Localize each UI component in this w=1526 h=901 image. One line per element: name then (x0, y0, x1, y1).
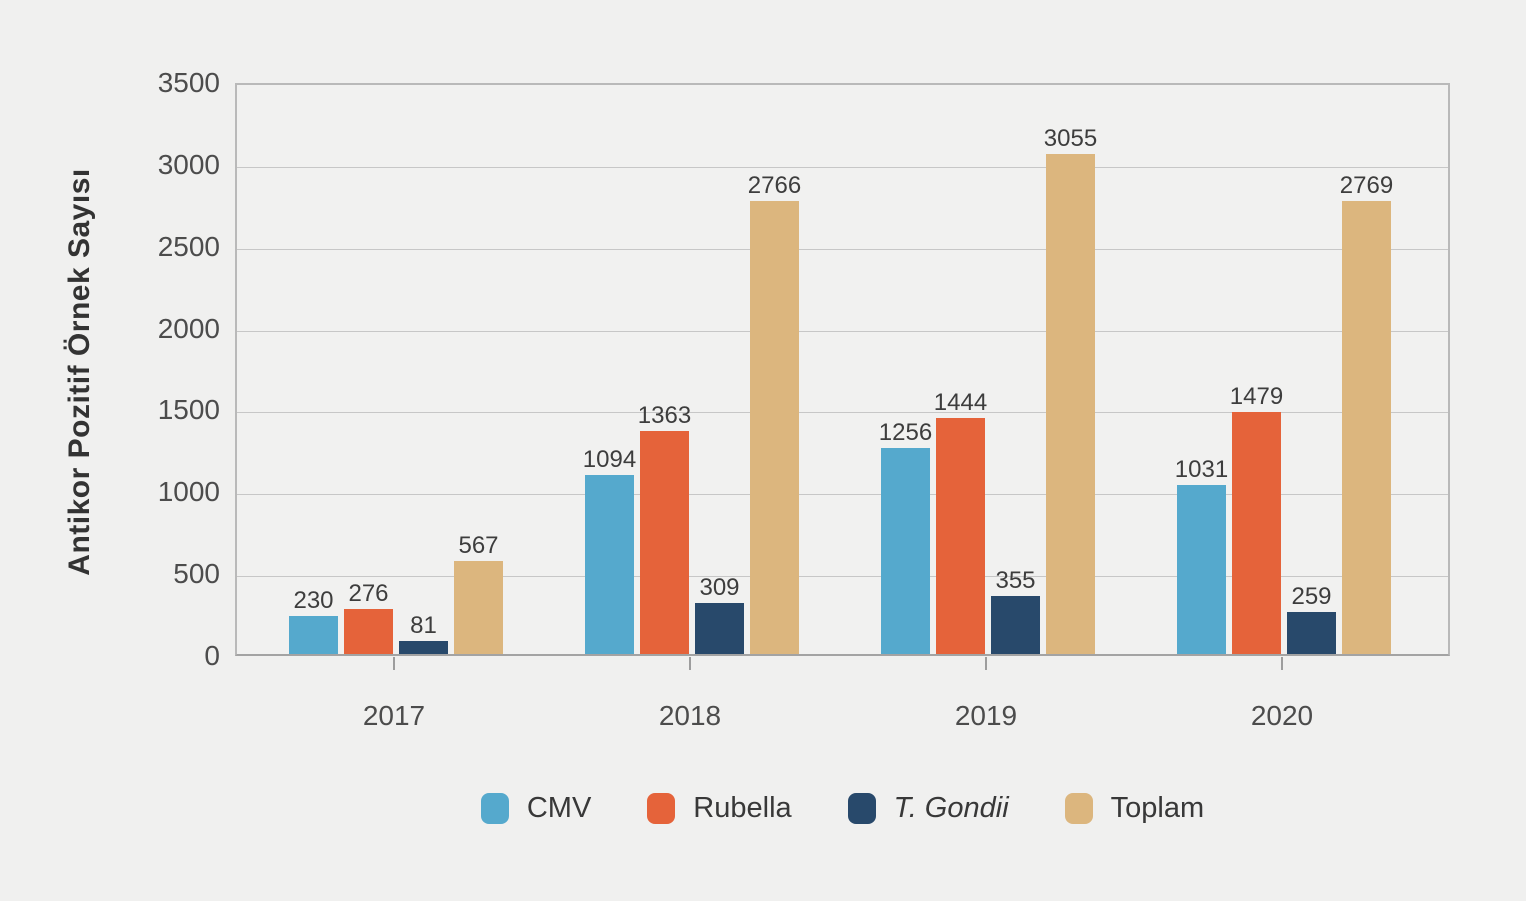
bar-value-label: 567 (458, 532, 499, 560)
y-tick-label-3500: 3500 (157, 67, 220, 98)
gridline-3000 (237, 166, 1448, 168)
bar-toplam-2018 (750, 201, 799, 654)
legend-item-rubella[interactable]: Rubella (647, 792, 792, 825)
bar-cmv-2018 (585, 474, 634, 654)
legend-item-t-gondii[interactable]: T. Gondii (847, 792, 1009, 825)
legend: CMV Rubella T. Gondii Toplam (235, 792, 1450, 825)
bar-rubella-2019 (936, 417, 985, 654)
bar-value-label: 1031 (1174, 456, 1229, 484)
bar-toplam-2020 (1342, 200, 1391, 654)
bar-value-label: 309 (699, 574, 740, 602)
bar-value-label: 1363 (637, 401, 692, 429)
bar-rubella-2020 (1232, 411, 1281, 654)
legend-swatch-icon (647, 793, 676, 824)
y-tick-label-500: 500 (173, 558, 220, 590)
bar-t-gondii-2017 (399, 640, 448, 654)
gridline-1500 (237, 412, 1448, 414)
bar-value-label: 276 (348, 579, 389, 607)
x-tick-label-2017: 2017 (362, 700, 426, 731)
legend-item-toplam[interactable]: Toplam (1064, 792, 1205, 825)
x-tick-mark-2017 (393, 657, 395, 670)
bar-value-label: 2766 (747, 172, 802, 200)
legend-swatch-icon (480, 793, 509, 824)
bar-t-gondii-2018 (695, 603, 744, 654)
y-tick-label-0: 0 (204, 640, 220, 671)
x-tick-label-2019: 2019 (954, 700, 1018, 731)
bar-value-label: 230 (293, 587, 334, 615)
bar-rubella-2018 (640, 430, 689, 654)
y-tick-label-3000: 3000 (157, 148, 220, 180)
legend-swatch-icon (1064, 793, 1093, 824)
legend-item-label: Rubella (693, 792, 792, 824)
bar-t-gondii-2019 (991, 595, 1040, 654)
legend-item-label: Toplam (1110, 792, 1205, 824)
legend-item-label: T. Gondii (893, 792, 1009, 824)
bar-toplam-2017 (454, 561, 503, 654)
bar-rubella-2017 (344, 608, 393, 654)
bar-value-label: 81 (410, 611, 437, 639)
legend-item-cmv[interactable]: CMV (480, 792, 592, 825)
bar-value-label: 1094 (582, 445, 637, 473)
x-tick-label-2018: 2018 (658, 700, 722, 731)
x-tick-mark-2018 (689, 657, 691, 670)
y-tick-label-1500: 1500 (157, 394, 220, 426)
legend-swatch-icon (847, 793, 876, 824)
x-tick-mark-2019 (985, 657, 987, 670)
y-axis-title: Antikor Pozitif Örnek Sayısı (63, 168, 96, 576)
bar-t-gondii-2020 (1287, 611, 1336, 654)
gridline-1000 (237, 494, 1448, 496)
bar-cmv-2019 (881, 448, 930, 654)
bar-value-label: 2769 (1339, 171, 1394, 199)
gridline-2000 (237, 330, 1448, 332)
bar-value-label: 3055 (1043, 124, 1098, 152)
bar-value-label: 259 (1291, 582, 1332, 610)
gridline-500 (237, 576, 1448, 578)
bar-toplam-2019 (1046, 153, 1095, 654)
bar-value-label: 355 (995, 566, 1036, 594)
plot-area: 230 276 81 567 1094 1363 309 2766 1256 1444 355 305… (235, 83, 1450, 656)
x-tick-mark-2020 (1281, 657, 1283, 670)
gridline-2500 (237, 248, 1448, 250)
bar-cmv-2017 (289, 616, 338, 654)
x-tick-label-2020: 2020 (1250, 700, 1314, 731)
bar-cmv-2020 (1177, 485, 1226, 654)
bar-value-label: 1256 (878, 419, 933, 447)
y-tick-label-2500: 2500 (157, 230, 220, 262)
y-tick-label-1000: 1000 (157, 476, 220, 508)
y-tick-label-2000: 2000 (157, 312, 220, 344)
bar-value-label: 1479 (1229, 382, 1284, 410)
bar-value-label: 1444 (933, 388, 988, 416)
legend-item-label: CMV (526, 792, 592, 824)
